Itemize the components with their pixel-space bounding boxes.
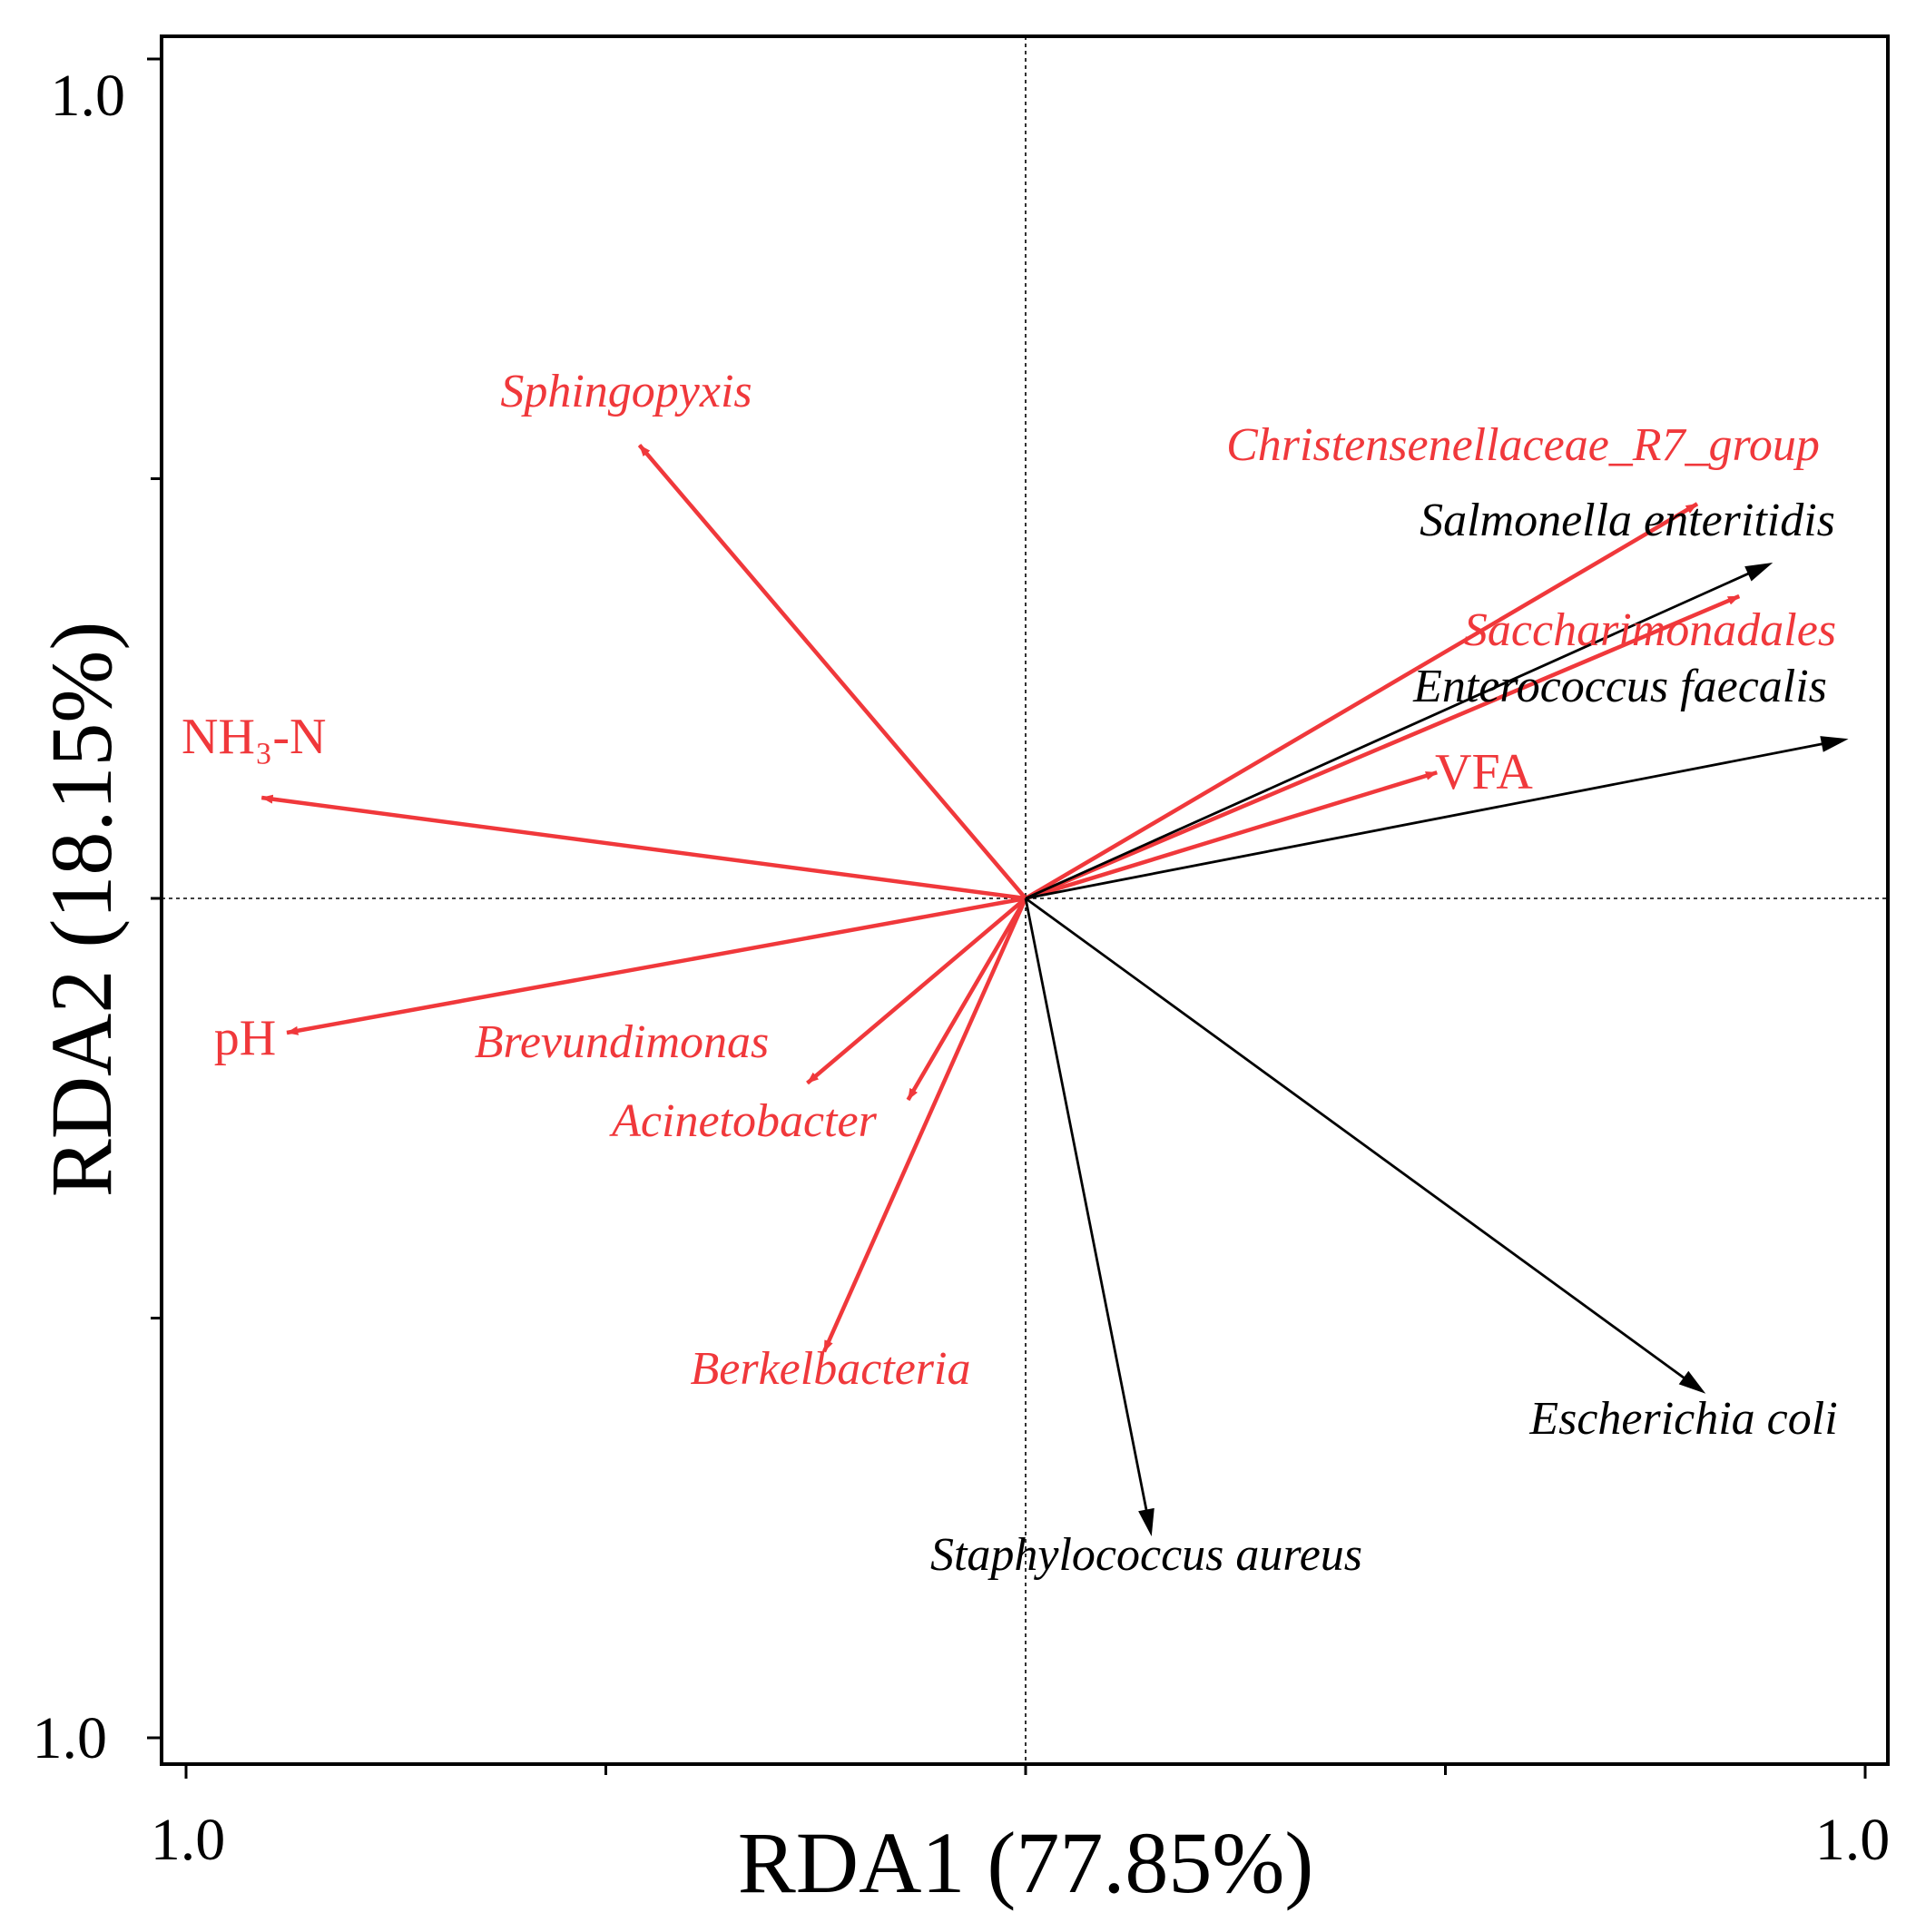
vector-head-enterococcus-faecalis <box>1820 736 1849 752</box>
vector-enterococcus-faecalis <box>1025 740 1832 900</box>
vector-label-nh-n: NH₃-N <box>182 709 327 765</box>
y-axis-title: RDA2 (18.15%) <box>33 622 130 1198</box>
vector-label-sphingopyxis: Sphingopyxis <box>500 366 752 417</box>
vector-head-escherichia-coli <box>1678 1370 1706 1394</box>
vector-label-berkelbacteria: Berkelbacteria <box>691 1343 971 1395</box>
vector-staphylococcus-aureus <box>1024 897 1150 1519</box>
vector-label-christensenellaceae-r7-group: Christensenellaceae_R7_group <box>1226 419 1820 471</box>
vector-label-enterococcus-faecalis: Enterococcus faecalis <box>1412 661 1827 712</box>
vector-head-salmonella-enteritidis <box>1744 563 1774 582</box>
vector-acinetobacter <box>906 897 1027 1102</box>
vector-label-brevundimonas: Brevundimonas <box>475 1016 769 1068</box>
vector-label-staphylococcus-aureus: Staphylococcus aureus <box>930 1529 1362 1581</box>
vector-saccharimonadales <box>1025 593 1741 901</box>
vector-label-vfa: VFA <box>1435 744 1533 800</box>
vector-label-acinetobacter: Acinetobacter <box>609 1095 877 1147</box>
x-axis-title: RDA1 (77.85%) <box>738 1814 1314 1911</box>
vector-ph <box>286 896 1027 1035</box>
axis-ticks <box>147 57 1867 1779</box>
vectors-layer <box>260 444 1849 1536</box>
vector-vfa <box>1025 770 1438 901</box>
x-tick-label-right: 1.0 <box>1815 1807 1891 1873</box>
vector-escherichia-coli <box>1025 897 1692 1385</box>
y-tick-label-bottom: 1.0 <box>33 1705 108 1771</box>
x-tick-label-left: 1.0 <box>151 1807 226 1873</box>
vector-label-saccharimonadales: Saccharimonadales <box>1464 604 1836 656</box>
vector-sphingopyxis <box>637 444 1027 900</box>
vector-label-escherichia-coli: Escherichia coli <box>1528 1393 1837 1445</box>
vector-berkelbacteria <box>821 897 1028 1353</box>
y-tick-label-top: 1.0 <box>51 63 126 129</box>
vector-labels-layer: Sphingopyxis Christensenellaceae_R7_group… <box>182 366 1838 1581</box>
vector-brevundimonas <box>806 897 1027 1085</box>
vector-salmonella-enteritidis <box>1025 568 1757 900</box>
vector-label-salmonella-enteritidis: Salmonella enteritidis <box>1420 495 1835 546</box>
vector-head-staphylococcus-aureus <box>1138 1507 1155 1536</box>
vector-nh-n <box>260 794 1027 901</box>
vector-christensenellaceae-r7-group <box>1024 502 1699 900</box>
vector-label-ph: pH <box>214 1010 276 1066</box>
